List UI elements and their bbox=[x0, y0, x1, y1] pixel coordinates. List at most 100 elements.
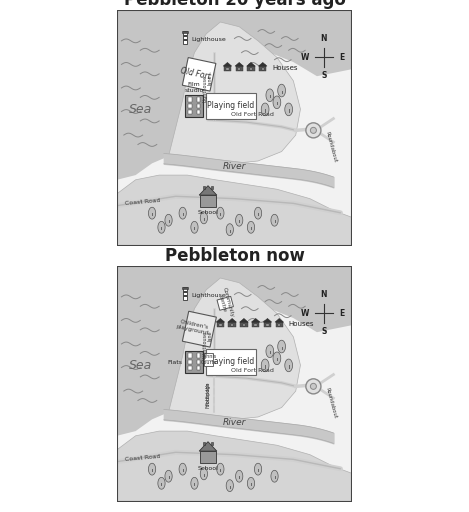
Polygon shape bbox=[217, 463, 224, 475]
Bar bbox=[206, 349, 256, 375]
Circle shape bbox=[306, 123, 321, 138]
Bar bbox=[276, 322, 283, 328]
Bar bbox=[185, 351, 203, 373]
Bar bbox=[278, 324, 280, 326]
Bar bbox=[252, 322, 259, 328]
Polygon shape bbox=[200, 468, 207, 480]
Polygon shape bbox=[179, 463, 186, 475]
Bar bbox=[183, 39, 187, 41]
Polygon shape bbox=[168, 278, 301, 419]
Text: Coast Road: Coast Road bbox=[125, 198, 160, 206]
Bar bbox=[197, 110, 200, 114]
Polygon shape bbox=[271, 215, 278, 226]
Bar bbox=[255, 324, 257, 326]
Text: N: N bbox=[321, 34, 327, 43]
Polygon shape bbox=[251, 318, 260, 322]
Polygon shape bbox=[266, 89, 274, 101]
Text: School: School bbox=[197, 466, 219, 471]
Bar bbox=[182, 311, 216, 347]
Circle shape bbox=[310, 127, 317, 133]
Polygon shape bbox=[165, 471, 172, 482]
Polygon shape bbox=[228, 318, 236, 322]
Polygon shape bbox=[168, 22, 301, 163]
Polygon shape bbox=[285, 359, 293, 372]
Polygon shape bbox=[247, 477, 255, 489]
Text: Roundabout: Roundabout bbox=[325, 387, 338, 419]
Bar bbox=[183, 287, 187, 301]
Bar bbox=[204, 353, 213, 367]
Polygon shape bbox=[235, 215, 243, 226]
Polygon shape bbox=[278, 84, 286, 97]
Polygon shape bbox=[223, 62, 232, 66]
Bar bbox=[264, 322, 271, 328]
Text: River: River bbox=[223, 162, 246, 172]
Text: E: E bbox=[339, 309, 345, 318]
Polygon shape bbox=[217, 207, 224, 219]
Circle shape bbox=[310, 383, 317, 389]
Polygon shape bbox=[149, 207, 156, 219]
Text: S: S bbox=[321, 72, 327, 80]
Text: W: W bbox=[300, 53, 309, 62]
Polygon shape bbox=[273, 96, 281, 109]
Polygon shape bbox=[263, 318, 272, 322]
Bar bbox=[266, 324, 269, 326]
Bar bbox=[226, 68, 229, 70]
Bar bbox=[235, 66, 243, 72]
Polygon shape bbox=[255, 207, 262, 219]
Bar bbox=[203, 186, 205, 189]
Bar bbox=[188, 360, 191, 364]
Bar bbox=[203, 442, 205, 445]
Bar bbox=[211, 442, 213, 445]
Text: School: School bbox=[197, 210, 219, 215]
Text: Old Fort Road: Old Fort Road bbox=[231, 369, 273, 373]
Polygon shape bbox=[266, 345, 274, 357]
Bar bbox=[211, 186, 213, 189]
Bar bbox=[183, 31, 187, 45]
Text: Old Fort Road: Old Fort Road bbox=[231, 113, 273, 117]
Text: Footbridge: Footbridge bbox=[206, 381, 211, 408]
Bar bbox=[197, 97, 200, 101]
Bar bbox=[262, 68, 264, 70]
Polygon shape bbox=[247, 221, 255, 233]
Text: Lighthouse: Lighthouse bbox=[191, 293, 226, 298]
Polygon shape bbox=[117, 266, 352, 502]
Text: Film
studio: Film studio bbox=[184, 82, 204, 93]
Title: Pebbleton 20 years ago: Pebbleton 20 years ago bbox=[123, 0, 346, 9]
Text: Sea: Sea bbox=[129, 103, 152, 116]
Bar bbox=[217, 296, 234, 310]
Bar bbox=[197, 104, 200, 108]
Polygon shape bbox=[158, 221, 165, 233]
Bar bbox=[183, 35, 187, 37]
Text: Coast Road: Coast Road bbox=[125, 454, 160, 462]
Bar bbox=[231, 324, 234, 326]
Bar bbox=[250, 68, 252, 70]
Text: Sea: Sea bbox=[129, 359, 152, 372]
Polygon shape bbox=[240, 318, 248, 322]
Text: S: S bbox=[321, 328, 327, 336]
Polygon shape bbox=[117, 10, 352, 246]
Polygon shape bbox=[179, 207, 186, 219]
Polygon shape bbox=[285, 103, 293, 116]
Bar bbox=[197, 366, 200, 370]
Text: Playing field: Playing field bbox=[207, 101, 255, 110]
Polygon shape bbox=[258, 62, 267, 66]
Bar bbox=[188, 110, 191, 114]
Polygon shape bbox=[191, 221, 198, 233]
Text: Old Fort: Old Fort bbox=[180, 66, 212, 81]
Polygon shape bbox=[255, 463, 262, 475]
Bar bbox=[197, 353, 200, 357]
Circle shape bbox=[306, 379, 321, 394]
Text: Lighthouse
lane: Lighthouse lane bbox=[202, 330, 213, 357]
Polygon shape bbox=[199, 186, 217, 195]
Polygon shape bbox=[149, 463, 156, 475]
Text: Lighthouse
lane: Lighthouse lane bbox=[202, 74, 213, 101]
Polygon shape bbox=[271, 471, 278, 482]
Bar bbox=[217, 322, 224, 328]
Bar bbox=[200, 195, 216, 207]
Bar bbox=[188, 104, 191, 108]
Polygon shape bbox=[261, 359, 269, 372]
Polygon shape bbox=[165, 215, 172, 226]
Text: E: E bbox=[339, 53, 345, 62]
Bar bbox=[219, 324, 222, 326]
Bar bbox=[183, 295, 187, 297]
